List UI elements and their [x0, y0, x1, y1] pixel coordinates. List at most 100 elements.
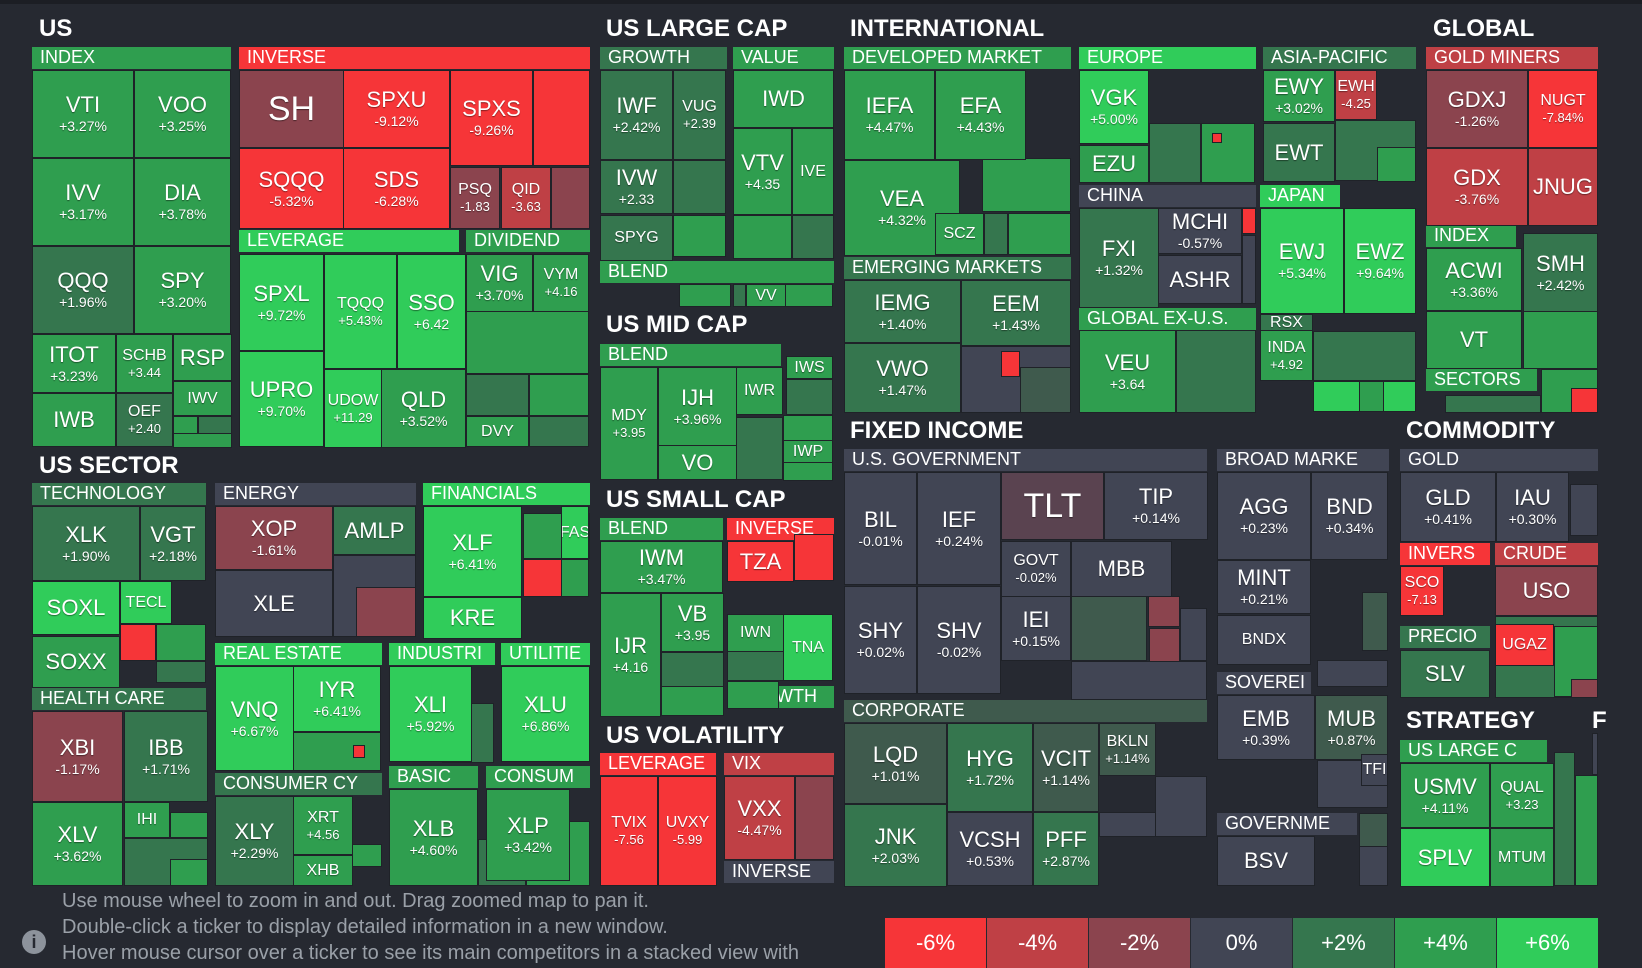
ticker-tile-fas[interactable]: FAS [561, 506, 589, 559]
ticker-tile-splv[interactable]: SPLV [1400, 828, 1490, 887]
ticker-tile-iwn[interactable]: IWN [727, 614, 784, 652]
ticker-tile-ezu[interactable]: EZU [1079, 145, 1149, 183]
ticker-tile-udow[interactable]: UDOW +11.29 [324, 369, 382, 448]
ticker-tile-vxx[interactable]: VXX -4.47% [724, 776, 795, 860]
ticker-tile-uvxy[interactable]: UVXY -5.99 [658, 776, 717, 886]
ticker-tile-psq[interactable]: PSQ -1.83 [450, 167, 500, 229]
ticker-tile-vug[interactable]: VUG +2.39 [673, 70, 726, 160]
ticker-tile-mtum[interactable]: MTUM [1490, 828, 1554, 887]
ticker-tile-tip[interactable]: TIP +0.14% [1104, 472, 1208, 540]
ticker-tile-xop[interactable]: XOP -1.61% [215, 506, 333, 570]
ticker-tile-scz[interactable]: SCZ [935, 213, 984, 255]
ticker-tile-iws[interactable]: IWS [786, 356, 833, 379]
minor-ticker-cell[interactable] [1377, 147, 1416, 182]
ticker-tile-inda[interactable]: INDA +4.92 [1260, 330, 1313, 381]
ticker-tile-vv[interactable]: VV [746, 284, 786, 307]
ticker-tile-mdy[interactable]: MDY +3.95 [600, 367, 658, 480]
ticker-tile-xlb[interactable]: XLB +4.60% [389, 789, 478, 886]
ticker-tile-spxl[interactable]: SPXL +9.72% [239, 254, 324, 351]
ticker-tile-xlk[interactable]: XLK +1.90% [32, 506, 140, 581]
minor-ticker-cell[interactable] [794, 534, 834, 581]
minor-ticker-cell[interactable] [673, 215, 726, 257]
ticker-tile-tvix[interactable]: TVIX -7.56 [600, 776, 658, 886]
ticker-tile-iwm[interactable]: IWM +3.47% [600, 541, 723, 593]
minor-ticker-cell[interactable] [561, 559, 589, 597]
minor-ticker-cell[interactable] [551, 167, 590, 229]
ticker-tile-sco[interactable]: SCO -7.13 [1400, 566, 1444, 616]
ticker-tile-rsx[interactable]: RSX [1260, 314, 1313, 331]
ticker-tile-qual[interactable]: QUAL +3.23 [1490, 763, 1554, 828]
minor-ticker-cell[interactable] [736, 417, 783, 480]
ticker-tile-ewt[interactable]: EWT [1263, 123, 1335, 182]
minor-ticker-cell[interactable] [353, 745, 365, 758]
ticker-tile-mub[interactable]: MUB +0.87% [1315, 695, 1388, 760]
ticker-tile-ivv[interactable]: IVV +3.17% [32, 158, 134, 246]
ticker-tile-usmv[interactable]: USMV +4.11% [1400, 763, 1490, 828]
ticker-tile-schb[interactable]: SCHB +3.44 [116, 334, 173, 393]
ticker-tile-shv[interactable]: SHV -0.02% [917, 586, 1001, 694]
ticker-tile-ihi[interactable]: IHI [124, 802, 170, 838]
ticker-tile-gld[interactable]: GLD +0.41% [1400, 472, 1496, 542]
ticker-tile-ief[interactable]: IEF +0.24% [917, 472, 1001, 585]
ticker-tile-acwi[interactable]: ACWI +3.36% [1426, 248, 1522, 311]
minor-ticker-cell[interactable] [673, 160, 726, 214]
ticker-tile-ewy[interactable]: EWY +3.02% [1263, 70, 1335, 122]
ticker-tile-spy[interactable]: SPY +3.20% [134, 246, 231, 334]
ticker-tile-qld[interactable]: QLD +3.52% [381, 369, 466, 448]
ticker-tile-xhb[interactable]: XHB [293, 855, 353, 886]
ticker-tile-xli[interactable]: XLI +5.92% [389, 666, 472, 762]
minor-ticker-cell[interactable] [1001, 351, 1020, 377]
minor-ticker-cell[interactable] [661, 686, 724, 716]
ticker-tile-ugaz[interactable]: UGAZ [1495, 624, 1554, 666]
ticker-tile-qid[interactable]: QID -3.63 [501, 167, 551, 229]
ticker-tile-vgk[interactable]: VGK +5.00% [1079, 70, 1149, 144]
ticker-tile-vtv[interactable]: VTV +4.35 [733, 128, 792, 215]
minor-ticker-cell[interactable] [1359, 813, 1388, 847]
minor-ticker-cell[interactable] [733, 284, 746, 307]
minor-ticker-cell[interactable] [792, 215, 834, 259]
ticker-tile-vti[interactable]: VTI +3.27% [32, 70, 134, 158]
minor-ticker-cell[interactable] [1071, 596, 1147, 661]
ticker-tile-xly[interactable]: XLY +2.29% [215, 796, 294, 886]
ticker-tile-gdxj[interactable]: GDXJ -1.26% [1426, 70, 1528, 148]
ticker-tile-dia[interactable]: DIA +3.78% [134, 158, 231, 246]
ticker-tile-bsv[interactable]: BSV [1217, 836, 1315, 886]
ticker-tile-voo[interactable]: VOO +3.25% [134, 70, 231, 158]
ticker-tile-ewh[interactable]: EWH -4.25 [1335, 70, 1377, 120]
minor-ticker-cell[interactable] [1149, 628, 1180, 662]
ticker-tile-upro[interactable]: UPRO +9.70% [239, 351, 324, 447]
ticker-tile-lqd[interactable]: LQD +1.01% [844, 723, 947, 804]
ticker-tile-gdx[interactable]: GDX -3.76% [1426, 148, 1528, 226]
minor-ticker-cell[interactable] [1008, 213, 1071, 255]
ticker-tile-uso[interactable]: USO [1495, 566, 1598, 616]
ticker-tile-xlf[interactable]: XLF +6.41% [423, 506, 522, 597]
minor-ticker-cell[interactable] [982, 158, 1071, 212]
ticker-tile-spxs[interactable]: SPXS -9.26% [450, 70, 533, 166]
minor-ticker-cell[interactable] [661, 652, 724, 687]
ticker-tile-vea[interactable]: VEA +4.32% [844, 160, 960, 256]
ticker-tile-vcit[interactable]: VCIT +1.14% [1033, 723, 1099, 812]
ticker-tile-dvy[interactable]: DVY [466, 416, 529, 447]
ticker-tile-kre[interactable]: KRE [423, 597, 522, 639]
ticker-tile-fxi[interactable]: FXI +1.32% [1079, 208, 1159, 308]
ticker-tile-eem[interactable]: EEM +1.43% [961, 280, 1071, 346]
minor-ticker-cell[interactable] [1099, 812, 1156, 837]
ticker-tile-tza[interactable]: TZA [727, 541, 794, 582]
ticker-tile-spxu[interactable]: SPXU -9.12% [343, 70, 450, 148]
minor-ticker-cell[interactable] [1359, 846, 1388, 886]
minor-ticker-cell[interactable] [1020, 367, 1071, 413]
minor-ticker-cell[interactable] [786, 379, 833, 415]
minor-ticker-cell[interactable] [1362, 592, 1388, 651]
ticker-tile-ijh[interactable]: IJH +3.96% [658, 367, 737, 446]
ticker-tile-vym[interactable]: VYM +4.16 [533, 254, 589, 312]
ticker-tile-xlu[interactable]: XLU +6.86% [501, 666, 590, 762]
minor-ticker-cell[interactable] [529, 416, 589, 447]
ticker-tile-veu[interactable]: VEU +3.64 [1079, 330, 1176, 413]
ticker-tile-vo[interactable]: VO [658, 445, 737, 480]
minor-ticker-cell[interactable] [1523, 311, 1598, 369]
minor-ticker-cell[interactable] [156, 624, 206, 661]
ticker-tile-iwr[interactable]: IWR [736, 367, 783, 415]
ticker-tile-tfi[interactable]: TFI [1361, 754, 1388, 786]
minor-ticker-cell[interactable] [727, 681, 779, 709]
ticker-tile-bnd[interactable]: BND +0.34% [1311, 472, 1388, 560]
